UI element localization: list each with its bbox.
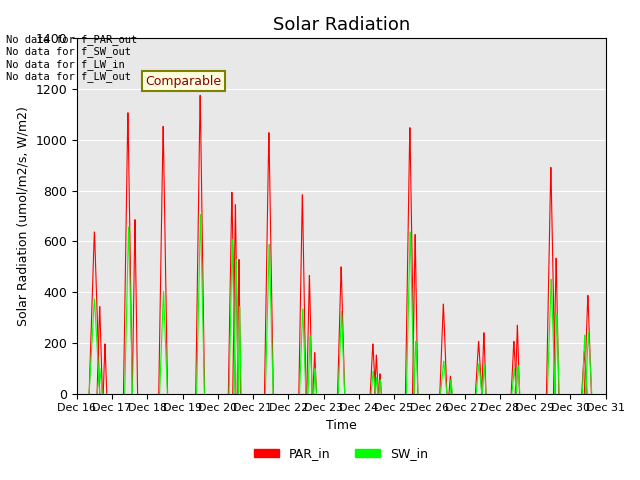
- Legend: PAR_in, SW_in: PAR_in, SW_in: [249, 443, 433, 466]
- Text: No data for f_PAR_out
No data for f_SW_out
No data for f_LW_in
No data for f_LW_: No data for f_PAR_out No data for f_SW_o…: [6, 34, 138, 82]
- Title: Solar Radiation: Solar Radiation: [273, 16, 410, 34]
- X-axis label: Time: Time: [326, 419, 356, 432]
- Y-axis label: Solar Radiation (umol/m2/s, W/m2): Solar Radiation (umol/m2/s, W/m2): [17, 106, 29, 326]
- Text: Comparable: Comparable: [145, 74, 221, 87]
